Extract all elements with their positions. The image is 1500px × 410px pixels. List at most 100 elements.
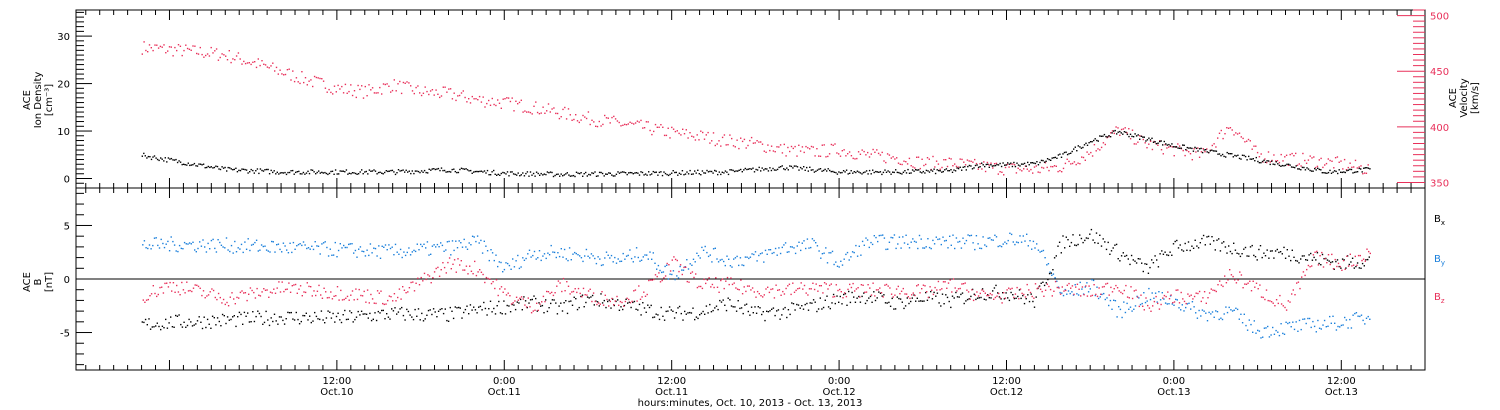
series-bz-pt	[1337, 262, 1340, 265]
series-bz-pt	[795, 289, 797, 292]
density-series-pt	[239, 169, 242, 172]
density-series-pt	[1010, 162, 1012, 164]
series-bz-pt	[770, 288, 772, 291]
velocity-series-pt	[1097, 148, 1099, 150]
series-by-pt	[818, 250, 820, 252]
density-series-pt	[1361, 171, 1363, 173]
series-by-pt	[1339, 326, 1341, 328]
velocity-series-pt	[197, 53, 200, 55]
velocity-series-pt	[589, 123, 591, 126]
series-bx-pt	[160, 328, 162, 331]
density-series-pt	[270, 169, 272, 172]
series-bx-pt	[680, 312, 682, 315]
velocity-series-pt	[170, 46, 172, 48]
series-by-pt	[1128, 308, 1130, 310]
series-bx-pt	[1367, 258, 1369, 261]
velocity-series-pt	[1246, 140, 1248, 142]
velocity-series-pt	[422, 92, 425, 94]
density-series-pt	[822, 169, 825, 172]
series-bz-pt	[636, 300, 638, 302]
series-bx-pt	[896, 296, 898, 298]
series-by-pt	[1201, 309, 1204, 311]
series-by	[142, 232, 1371, 339]
series-bx-pt	[414, 308, 416, 311]
series-bz-pt	[835, 284, 837, 286]
density-series-pt	[968, 164, 971, 167]
series-bx-pt	[458, 306, 460, 309]
velocity-series-pt	[1231, 129, 1233, 131]
velocity-series-pt	[691, 135, 693, 137]
density-series-pt	[526, 171, 529, 173]
series-bx-pt	[1097, 242, 1099, 244]
density-series-pt	[519, 175, 521, 177]
series-by-pt	[505, 262, 507, 264]
plasma-ylabel-line: [cm⁻³]	[44, 84, 55, 116]
series-bx-pt	[1236, 252, 1238, 254]
series-by-pt	[210, 239, 213, 242]
velocity-series-pt	[832, 144, 834, 146]
series-bx-pt	[881, 295, 883, 297]
velocity-series-pt	[326, 91, 328, 93]
velocity-series-pt	[970, 160, 972, 162]
series-by-pt	[918, 234, 921, 237]
density-series-pt	[187, 162, 189, 164]
density-series-pt	[1108, 135, 1110, 137]
velocity-series-pt	[1273, 154, 1275, 156]
series-bx-pt	[1256, 259, 1258, 261]
series-bz-pt	[311, 295, 313, 297]
density-series-pt	[928, 171, 931, 173]
density-series-pt	[453, 168, 455, 170]
series-bz-pt	[1142, 305, 1144, 307]
velocity-series-pt	[1162, 153, 1164, 155]
series-bx-pt	[493, 307, 495, 310]
series-bz-pt	[884, 284, 886, 286]
series-bz-pt	[683, 266, 685, 269]
series-by-pt	[639, 260, 641, 262]
series-bx-pt	[1055, 255, 1057, 257]
density-series-pt	[192, 164, 194, 166]
density-series-pt	[979, 166, 981, 168]
series-bx-pt	[1345, 267, 1347, 269]
density-series-pt	[143, 152, 145, 155]
density-series-pt	[276, 171, 278, 173]
density-series-pt	[882, 171, 885, 174]
series-by-pt	[414, 250, 417, 253]
series-by-pt	[435, 246, 437, 248]
series-by-pt	[1218, 318, 1220, 321]
series-by-pt	[984, 244, 986, 246]
velocity-series-pt	[1146, 147, 1148, 149]
series-bz-pt	[1003, 292, 1005, 294]
series-bx-pt	[370, 319, 373, 322]
series-by-pt	[579, 255, 581, 257]
velocity-series-pt	[698, 139, 700, 141]
velocity-series-pt	[1084, 159, 1086, 161]
series-by-pt	[646, 254, 648, 256]
density-series-pt	[962, 166, 964, 168]
series-by-pt	[883, 237, 886, 239]
density-series-pt	[651, 173, 653, 175]
series-bx-pt	[797, 304, 800, 306]
density-series-pt	[686, 171, 688, 173]
velocity-series-pt	[1275, 160, 1277, 162]
series-by-pt	[933, 243, 936, 245]
density-series-pt	[1231, 153, 1233, 155]
velocity-series-pt	[1309, 155, 1311, 157]
density-series-pt	[1321, 172, 1323, 174]
velocity-series-pt	[1091, 155, 1094, 157]
velocity-series-pt	[533, 105, 535, 107]
series-bz-pt	[671, 259, 673, 261]
series-bx-pt	[245, 315, 247, 317]
series-bz-pt	[527, 297, 529, 299]
series-bz-pt	[315, 294, 317, 297]
series-bx-pt	[739, 307, 741, 310]
density-series-pt	[322, 172, 324, 174]
density-series-pt	[179, 161, 182, 163]
velocity-series-pt	[176, 49, 178, 52]
density-series-pt	[838, 171, 840, 173]
series-by-pt	[212, 238, 214, 241]
series-by-pt	[1255, 332, 1257, 334]
series-bx-pt	[407, 310, 410, 313]
density-series-pt	[1203, 149, 1205, 151]
series-bx-pt	[178, 314, 180, 316]
velocity-series-pt	[580, 119, 582, 121]
